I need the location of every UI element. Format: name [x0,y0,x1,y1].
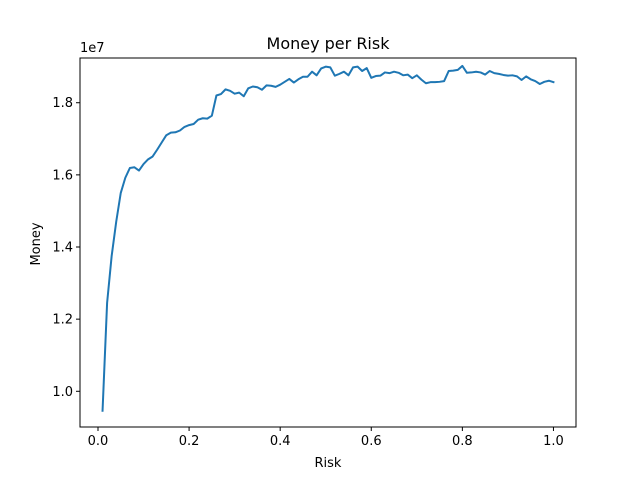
y-tick-label: 1.4 [52,241,73,256]
x-tick-label: 0.8 [452,434,473,449]
x-tick-label: 0.0 [88,434,109,449]
y-axis-ticks: 1.0 1.2 1.4 1.6 1.8 [52,96,80,400]
y-tick-label: 1.8 [52,96,73,111]
series-layer [101,64,555,412]
x-tick-label: 0.6 [361,434,382,449]
y-tick-label: 1.2 [52,313,73,328]
x-tick-label: 0.2 [179,434,200,449]
chart-title: Money per Risk [267,34,391,53]
y-axis-label: Money [29,222,44,265]
x-axis-ticks: 0.0 0.2 0.4 0.6 0.8 1.0 [88,427,564,449]
x-axis-label: Risk [315,456,342,471]
x-tick-label: 0.4 [270,434,291,449]
y-multiplier-label: 1e7 [80,41,105,56]
x-tick-label: 1.0 [543,434,564,449]
series-line [101,64,555,412]
y-tick-label: 1.0 [52,385,73,400]
y-tick-label: 1.6 [52,168,73,183]
plot-frame [79,57,577,428]
